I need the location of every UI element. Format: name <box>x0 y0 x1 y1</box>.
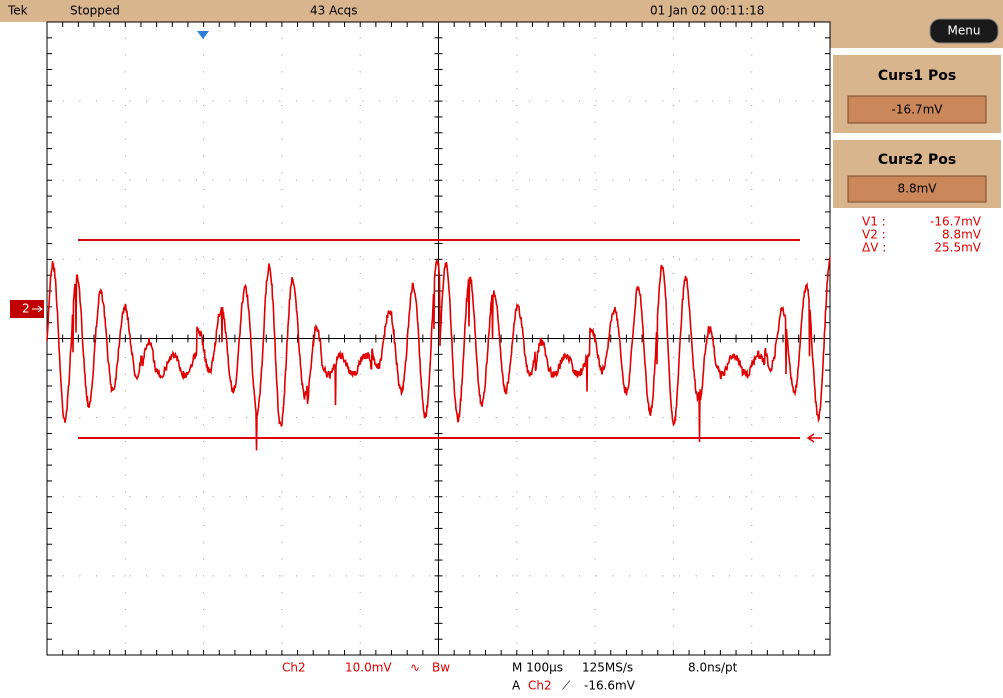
curs2-box[interactable] <box>847 175 987 203</box>
curs2-value: 8.8mV <box>898 182 938 196</box>
readout-value: 8.8mV <box>942 228 982 242</box>
curs2-title: Curs2 Pos <box>878 152 956 168</box>
channel-marker-box <box>10 300 44 318</box>
trigger-level-arrow <box>806 433 822 443</box>
brand: Tek <box>7 4 28 18</box>
curs1-box[interactable] <box>847 95 987 124</box>
footer-channel: Ch2 <box>282 661 306 675</box>
footer-trigger-slope: ⟋ <box>562 679 571 693</box>
footer-coupling: ∿ <box>410 661 420 675</box>
footer-rate: 125MS/s <box>582 661 633 675</box>
footer-timebase: M 100µs <box>512 661 563 675</box>
trigger-position <box>197 31 209 39</box>
curs1-title: Curs1 Pos <box>878 68 956 84</box>
readout-label: ΔV : <box>862 241 886 255</box>
footer-trigger-source: Ch2 <box>528 679 552 693</box>
status: Stopped <box>70 4 120 18</box>
readout-value: -16.7mV <box>930 215 982 229</box>
channel-marker: 2 <box>22 302 30 316</box>
marker-arrow <box>32 305 43 313</box>
readout-value: 25.5mV <box>934 241 981 255</box>
footer-trigger-level: -16.6mV <box>584 679 636 693</box>
top-bar <box>0 0 1003 22</box>
readout-label: V2 : <box>862 228 886 242</box>
footer-scale: 10.0mV <box>345 661 392 675</box>
footer-trigger: A <box>512 679 521 693</box>
datetime: 01 Jan 02 00:11:18 <box>650 4 764 18</box>
footer-resolution: 8.0ns/pt <box>688 661 738 675</box>
footer-bw: Bw <box>432 661 450 675</box>
waveform <box>46 257 831 451</box>
curs1-value: -16.7mV <box>892 103 944 117</box>
menu-label[interactable]: Menu <box>948 24 981 38</box>
acqs: 43 Acqs <box>310 4 358 18</box>
graticule <box>46 21 831 656</box>
readout-label: V1 : <box>862 215 886 229</box>
menu-button[interactable] <box>929 18 999 44</box>
